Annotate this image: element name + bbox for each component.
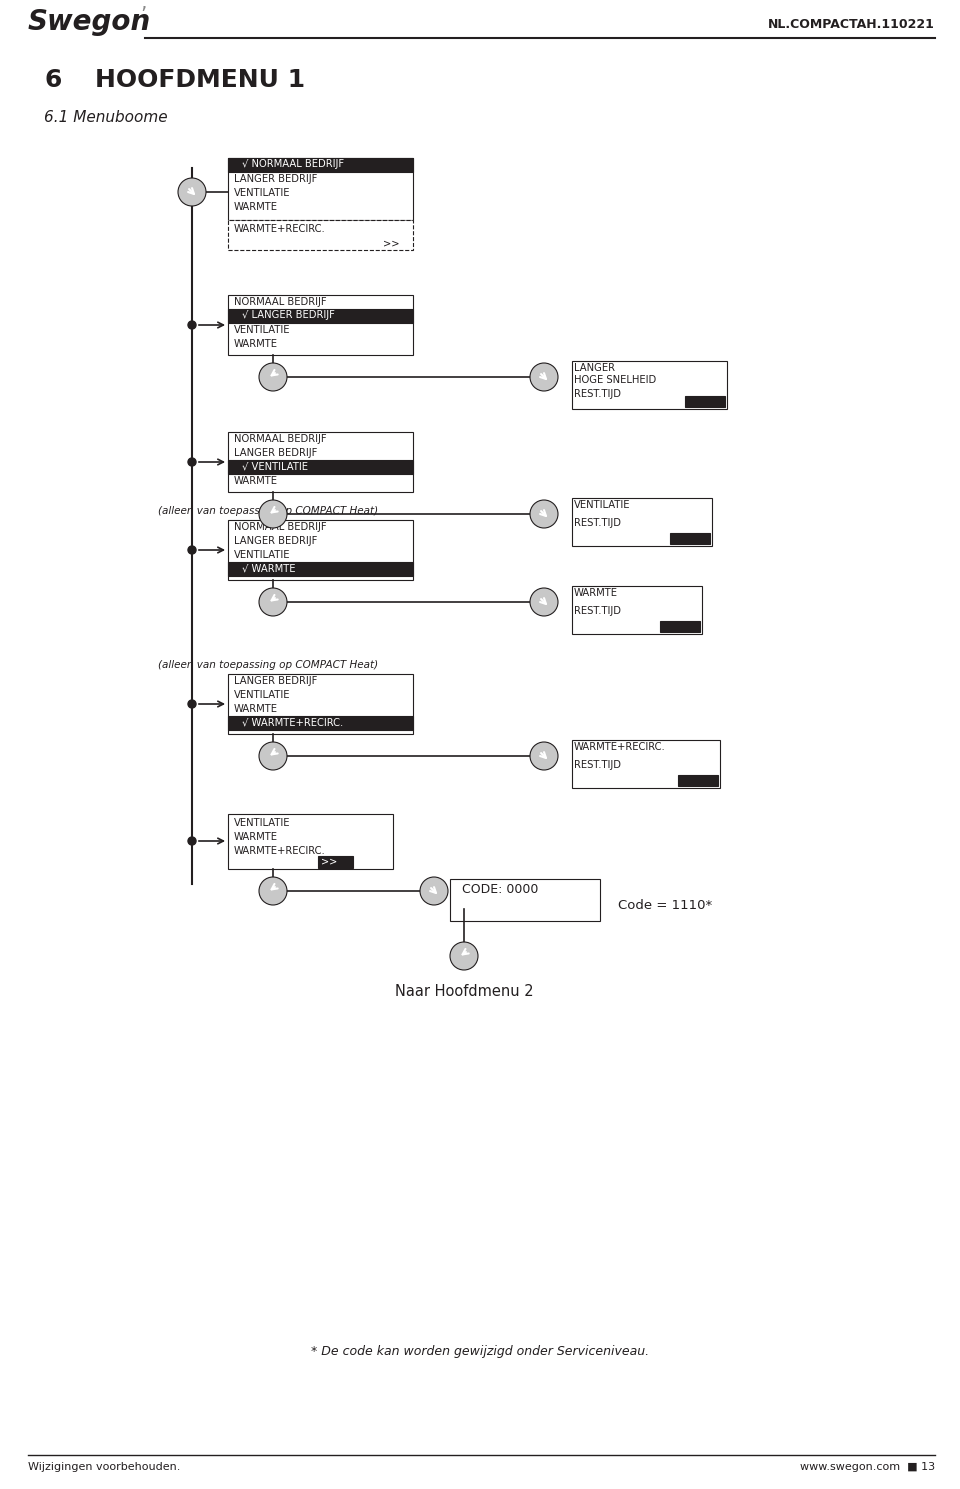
Text: www.swegon.com  ■ 13: www.swegon.com ■ 13 bbox=[800, 1462, 935, 1473]
Text: (alleen van toepassing op COMPACT Heat): (alleen van toepassing op COMPACT Heat) bbox=[158, 660, 378, 670]
Text: HOOFDMENU 1: HOOFDMENU 1 bbox=[95, 68, 305, 92]
Bar bbox=[228, 520, 413, 581]
Bar bbox=[228, 432, 413, 491]
Circle shape bbox=[530, 588, 558, 616]
Bar bbox=[572, 740, 720, 788]
Text: √ WARMTE: √ WARMTE bbox=[242, 563, 296, 573]
Text: HOGE SNELHEID: HOGE SNELHEID bbox=[574, 375, 657, 386]
Circle shape bbox=[420, 877, 448, 905]
Text: VENTILATIE: VENTILATIE bbox=[234, 817, 291, 828]
Circle shape bbox=[188, 322, 196, 329]
Text: √ WARMTE+RECIRC.: √ WARMTE+RECIRC. bbox=[242, 718, 344, 727]
Text: NORMAAL BEDRIJF: NORMAAL BEDRIJF bbox=[234, 523, 326, 532]
Circle shape bbox=[259, 363, 287, 392]
Bar bbox=[685, 396, 725, 406]
Bar bbox=[572, 497, 712, 546]
Bar bbox=[572, 360, 727, 409]
Text: ’: ’ bbox=[140, 4, 146, 24]
Circle shape bbox=[259, 500, 287, 529]
Circle shape bbox=[259, 877, 287, 905]
Text: LANGER BEDRIJF: LANGER BEDRIJF bbox=[234, 536, 318, 546]
Text: Naar Hoofdmenu 2: Naar Hoofdmenu 2 bbox=[395, 984, 534, 999]
Text: * De code kan worden gewijzigd onder Serviceniveau.: * De code kan worden gewijzigd onder Ser… bbox=[311, 1345, 649, 1358]
Bar bbox=[670, 533, 710, 543]
Text: REST.TIJD: REST.TIJD bbox=[574, 518, 621, 529]
Text: >>: >> bbox=[321, 856, 337, 867]
Text: Code = 1110*: Code = 1110* bbox=[618, 899, 712, 911]
Bar bbox=[228, 716, 413, 730]
Bar bbox=[228, 561, 413, 576]
Circle shape bbox=[188, 459, 196, 466]
Text: WARMTE+RECIRC.: WARMTE+RECIRC. bbox=[234, 846, 325, 856]
Bar bbox=[572, 587, 702, 634]
Circle shape bbox=[188, 837, 196, 844]
Text: √ NORMAAL BEDRIJF: √ NORMAAL BEDRIJF bbox=[242, 159, 344, 168]
Text: REST.TIJD: REST.TIJD bbox=[574, 606, 621, 616]
Text: √ VENTILATIE: √ VENTILATIE bbox=[242, 462, 308, 471]
Text: LANGER BEDRIJF: LANGER BEDRIJF bbox=[234, 174, 318, 185]
Text: REST.TIJD: REST.TIJD bbox=[574, 389, 621, 399]
Bar bbox=[318, 856, 353, 868]
Text: WARMTE+RECIRC.: WARMTE+RECIRC. bbox=[234, 223, 325, 234]
Text: 6.1 Menuboome: 6.1 Menuboome bbox=[44, 110, 168, 125]
Text: WARMTE: WARMTE bbox=[234, 476, 278, 485]
Circle shape bbox=[188, 700, 196, 707]
Text: NORMAAL BEDRIJF: NORMAAL BEDRIJF bbox=[234, 433, 326, 444]
Text: 6: 6 bbox=[44, 68, 61, 92]
Text: VENTILATIE: VENTILATIE bbox=[234, 325, 291, 335]
Text: VENTILATIE: VENTILATIE bbox=[234, 188, 291, 198]
Text: √ LANGER BEDRIJF: √ LANGER BEDRIJF bbox=[242, 310, 335, 320]
Bar bbox=[228, 220, 413, 250]
Circle shape bbox=[450, 943, 478, 969]
Circle shape bbox=[259, 742, 287, 770]
Bar bbox=[228, 310, 413, 323]
Text: VENTILATIE: VENTILATIE bbox=[234, 689, 291, 700]
Text: LANGER BEDRIJF: LANGER BEDRIJF bbox=[234, 448, 318, 459]
Text: NL.COMPACTAH.110221: NL.COMPACTAH.110221 bbox=[768, 18, 935, 31]
Text: WARMTE: WARMTE bbox=[234, 832, 278, 841]
Circle shape bbox=[188, 546, 196, 554]
Text: WARMTE: WARMTE bbox=[234, 704, 278, 715]
Circle shape bbox=[259, 588, 287, 616]
Text: Swegon: Swegon bbox=[28, 7, 152, 36]
Text: VENTILATIE: VENTILATIE bbox=[234, 549, 291, 560]
Text: Wijzigingen voorbehouden.: Wijzigingen voorbehouden. bbox=[28, 1462, 180, 1473]
Text: LANGER: LANGER bbox=[574, 363, 615, 374]
Text: WARMTE: WARMTE bbox=[234, 339, 278, 348]
Text: REST.TIJD: REST.TIJD bbox=[574, 759, 621, 770]
Circle shape bbox=[530, 363, 558, 392]
Text: LANGER BEDRIJF: LANGER BEDRIJF bbox=[234, 676, 318, 686]
Text: NORMAAL BEDRIJF: NORMAAL BEDRIJF bbox=[234, 296, 326, 307]
Text: (alleen van toepassing op COMPACT Heat): (alleen van toepassing op COMPACT Heat) bbox=[158, 506, 378, 517]
Bar bbox=[228, 814, 393, 870]
Bar bbox=[660, 621, 700, 631]
Bar bbox=[228, 158, 413, 173]
Circle shape bbox=[530, 742, 558, 770]
Circle shape bbox=[530, 500, 558, 529]
Bar bbox=[228, 675, 413, 734]
Text: WARMTE: WARMTE bbox=[234, 203, 278, 211]
Text: WARMTE+RECIRC.: WARMTE+RECIRC. bbox=[574, 742, 665, 752]
Bar bbox=[228, 460, 413, 474]
Bar bbox=[678, 774, 718, 786]
Text: WARMTE: WARMTE bbox=[574, 588, 618, 599]
Bar bbox=[228, 158, 413, 220]
Bar bbox=[450, 879, 600, 922]
Text: CODE: 0000: CODE: 0000 bbox=[462, 883, 539, 896]
Text: VENTILATIE: VENTILATIE bbox=[574, 500, 631, 511]
Text: >>: >> bbox=[383, 238, 399, 249]
Circle shape bbox=[178, 179, 206, 205]
Bar bbox=[228, 295, 413, 354]
